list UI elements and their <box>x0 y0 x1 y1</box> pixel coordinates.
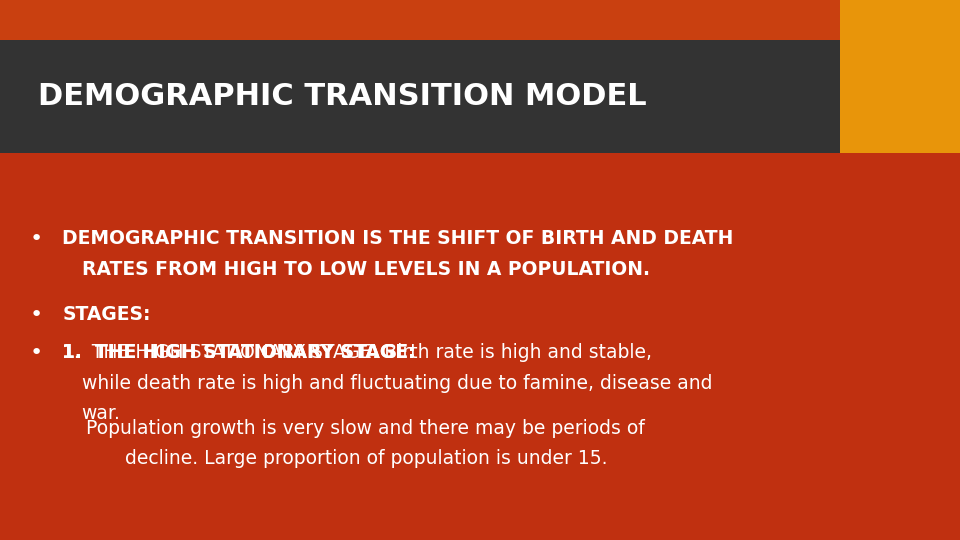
Text: 1.  THE HIGH STATIONARY STAGE: Birth rate is high and stable,: 1. THE HIGH STATIONARY STAGE: Birth rate… <box>62 343 653 362</box>
Text: 1.  THE HIGH STATIONARY STAGE:: 1. THE HIGH STATIONARY STAGE: <box>62 343 416 362</box>
Text: RATES FROM HIGH TO LOW LEVELS IN A POPULATION.: RATES FROM HIGH TO LOW LEVELS IN A POPUL… <box>82 260 650 279</box>
Text: •: • <box>30 343 43 363</box>
Text: while death rate is high and fluctuating due to famine, disease and: while death rate is high and fluctuating… <box>82 374 712 393</box>
Text: war.: war. <box>82 404 120 423</box>
Text: 1.  THE HIGH STATIONARY STAGE:: 1. THE HIGH STATIONARY STAGE: <box>62 343 416 362</box>
Text: •: • <box>30 230 43 249</box>
Text: DEMOGRAPHIC TRANSITION MODEL: DEMOGRAPHIC TRANSITION MODEL <box>38 82 647 111</box>
Text: DEMOGRAPHIC TRANSITION IS THE SHIFT OF BIRTH AND DEATH: DEMOGRAPHIC TRANSITION IS THE SHIFT OF B… <box>62 230 733 248</box>
Text: decline. Large proportion of population is under 15.: decline. Large proportion of population … <box>125 449 608 468</box>
Text: Population growth is very slow and there may be periods of: Population growth is very slow and there… <box>86 418 645 437</box>
Bar <box>0 40 840 153</box>
Text: STAGES:: STAGES: <box>62 305 151 324</box>
Bar <box>0 0 960 40</box>
Bar <box>840 0 960 153</box>
Text: •: • <box>30 305 43 325</box>
